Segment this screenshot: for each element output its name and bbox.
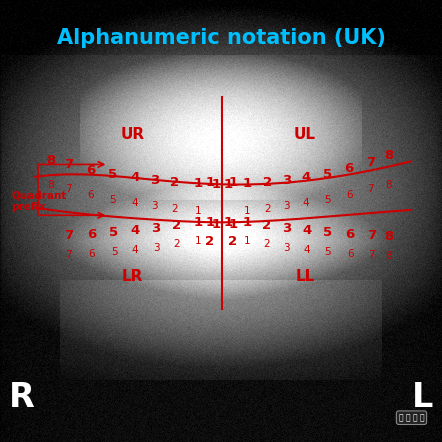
- Text: 3: 3: [282, 221, 291, 235]
- Text: 1: 1: [223, 216, 232, 229]
- Text: 1: 1: [194, 216, 202, 229]
- Text: 4: 4: [132, 198, 138, 208]
- Text: 3: 3: [283, 243, 290, 252]
- Text: UL: UL: [294, 127, 316, 142]
- Text: Ⓒ ⓔ ⓑ ⓢ: Ⓒ ⓔ ⓑ ⓢ: [399, 413, 424, 422]
- Text: 5: 5: [323, 168, 332, 181]
- Text: 1: 1: [242, 216, 251, 229]
- Text: 1: 1: [195, 206, 201, 216]
- Text: 5: 5: [325, 247, 331, 257]
- Text: 2: 2: [170, 175, 179, 189]
- Text: 6: 6: [345, 162, 354, 175]
- Text: 6: 6: [88, 191, 94, 200]
- Text: 1: 1: [211, 178, 220, 191]
- Text: 2: 2: [229, 235, 237, 248]
- Text: 7: 7: [64, 229, 73, 242]
- Text: 7: 7: [65, 184, 72, 194]
- Text: 7: 7: [366, 156, 375, 169]
- Text: 4: 4: [130, 171, 139, 184]
- Text: 6: 6: [86, 164, 95, 177]
- Text: 5: 5: [108, 168, 117, 181]
- Text: 7: 7: [367, 184, 373, 194]
- Text: 3: 3: [152, 201, 158, 211]
- Text: 8: 8: [48, 180, 54, 190]
- Text: 4: 4: [130, 224, 139, 237]
- Text: L: L: [412, 381, 433, 414]
- Text: 3: 3: [152, 221, 160, 235]
- Text: 7: 7: [64, 158, 73, 171]
- Text: Alphanumeric notation (UK): Alphanumeric notation (UK): [57, 27, 385, 48]
- Text: 2: 2: [172, 219, 181, 232]
- Text: 2: 2: [174, 240, 180, 249]
- Text: 7: 7: [65, 251, 72, 260]
- Text: 8: 8: [385, 149, 393, 162]
- Text: 5: 5: [111, 247, 117, 257]
- Text: 5: 5: [324, 195, 330, 205]
- Text: UR: UR: [121, 127, 145, 142]
- Text: 4: 4: [301, 171, 310, 184]
- Text: 3: 3: [153, 243, 159, 252]
- Text: 2: 2: [206, 235, 214, 248]
- Text: 1: 1: [194, 177, 202, 190]
- Text: 1: 1: [206, 216, 214, 229]
- Text: 3: 3: [282, 174, 291, 187]
- Text: 1: 1: [244, 236, 250, 246]
- Text: 2: 2: [171, 204, 178, 213]
- Text: 2: 2: [264, 204, 271, 213]
- Text: 8: 8: [385, 230, 393, 243]
- Text: 8: 8: [386, 251, 392, 261]
- Text: 2: 2: [263, 240, 269, 249]
- Text: 6: 6: [88, 249, 95, 259]
- Text: 1: 1: [223, 178, 232, 191]
- Text: 8: 8: [386, 180, 392, 190]
- Text: 2: 2: [263, 175, 272, 189]
- Text: 7: 7: [367, 229, 376, 242]
- Text: 1: 1: [229, 175, 237, 189]
- Text: 5: 5: [324, 226, 332, 239]
- Text: 1: 1: [206, 175, 214, 189]
- Text: 4: 4: [303, 198, 309, 208]
- Text: 1: 1: [229, 218, 237, 231]
- Text: LL: LL: [295, 269, 315, 284]
- Text: 3: 3: [283, 201, 290, 211]
- Text: 1: 1: [244, 206, 250, 216]
- Text: 6: 6: [346, 191, 352, 200]
- Text: 6: 6: [346, 228, 354, 241]
- Text: 1: 1: [211, 218, 220, 231]
- Text: 5: 5: [110, 195, 116, 205]
- Text: R: R: [9, 381, 35, 414]
- Text: 4: 4: [304, 245, 310, 255]
- Text: 6: 6: [347, 249, 353, 259]
- Text: 4: 4: [132, 245, 138, 255]
- Text: 6: 6: [87, 228, 96, 241]
- Text: 5: 5: [110, 226, 118, 239]
- Text: 2: 2: [262, 219, 271, 232]
- Text: 7: 7: [368, 251, 374, 260]
- Text: 1: 1: [242, 177, 251, 190]
- Text: LR: LR: [122, 269, 143, 284]
- Text: 1: 1: [195, 236, 201, 246]
- Text: Quadrant
prefix: Quadrant prefix: [11, 191, 66, 212]
- Text: 3: 3: [150, 174, 159, 187]
- Text: 4: 4: [303, 224, 312, 237]
- Text: 8: 8: [46, 153, 55, 167]
